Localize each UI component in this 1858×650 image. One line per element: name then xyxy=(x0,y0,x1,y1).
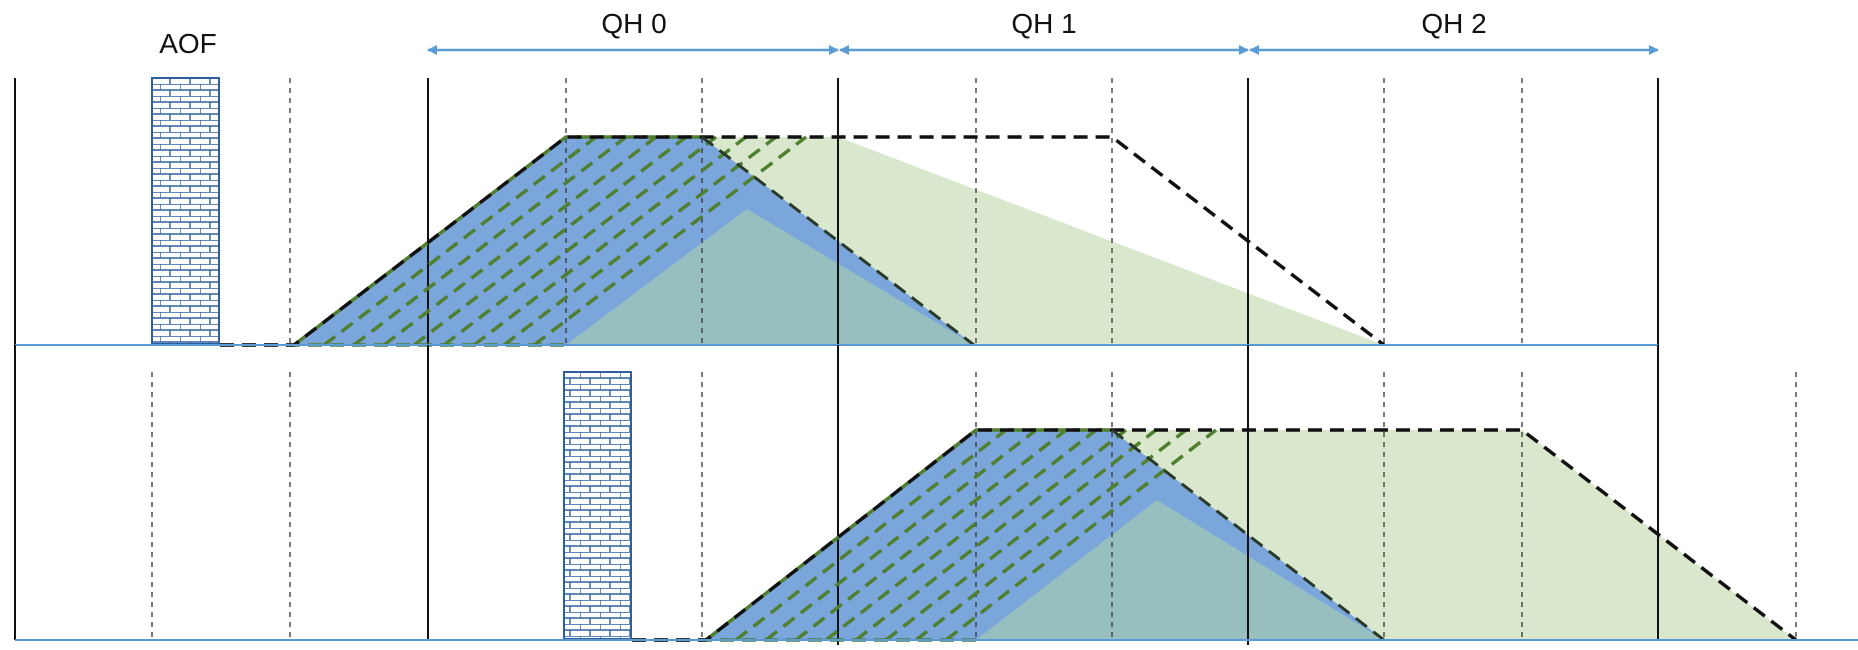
top-panel xyxy=(14,77,1659,347)
top-overlap-region xyxy=(566,209,974,345)
bottom-panel xyxy=(14,345,1858,645)
aof-brick-block xyxy=(151,77,220,345)
top-dashed-gridlines xyxy=(289,78,1523,345)
aof-label: AOF xyxy=(159,28,217,59)
qh1-label: QH 1 xyxy=(1011,8,1076,39)
bottom-brick-block xyxy=(563,371,632,640)
qh0-label: QH 0 xyxy=(601,8,666,39)
bottom-overlap-region xyxy=(976,500,1384,640)
top-blue-fall-edge xyxy=(701,135,975,347)
bottom-blue-fall-edge xyxy=(1111,428,1385,642)
qh2-label: QH 2 xyxy=(1421,8,1486,39)
